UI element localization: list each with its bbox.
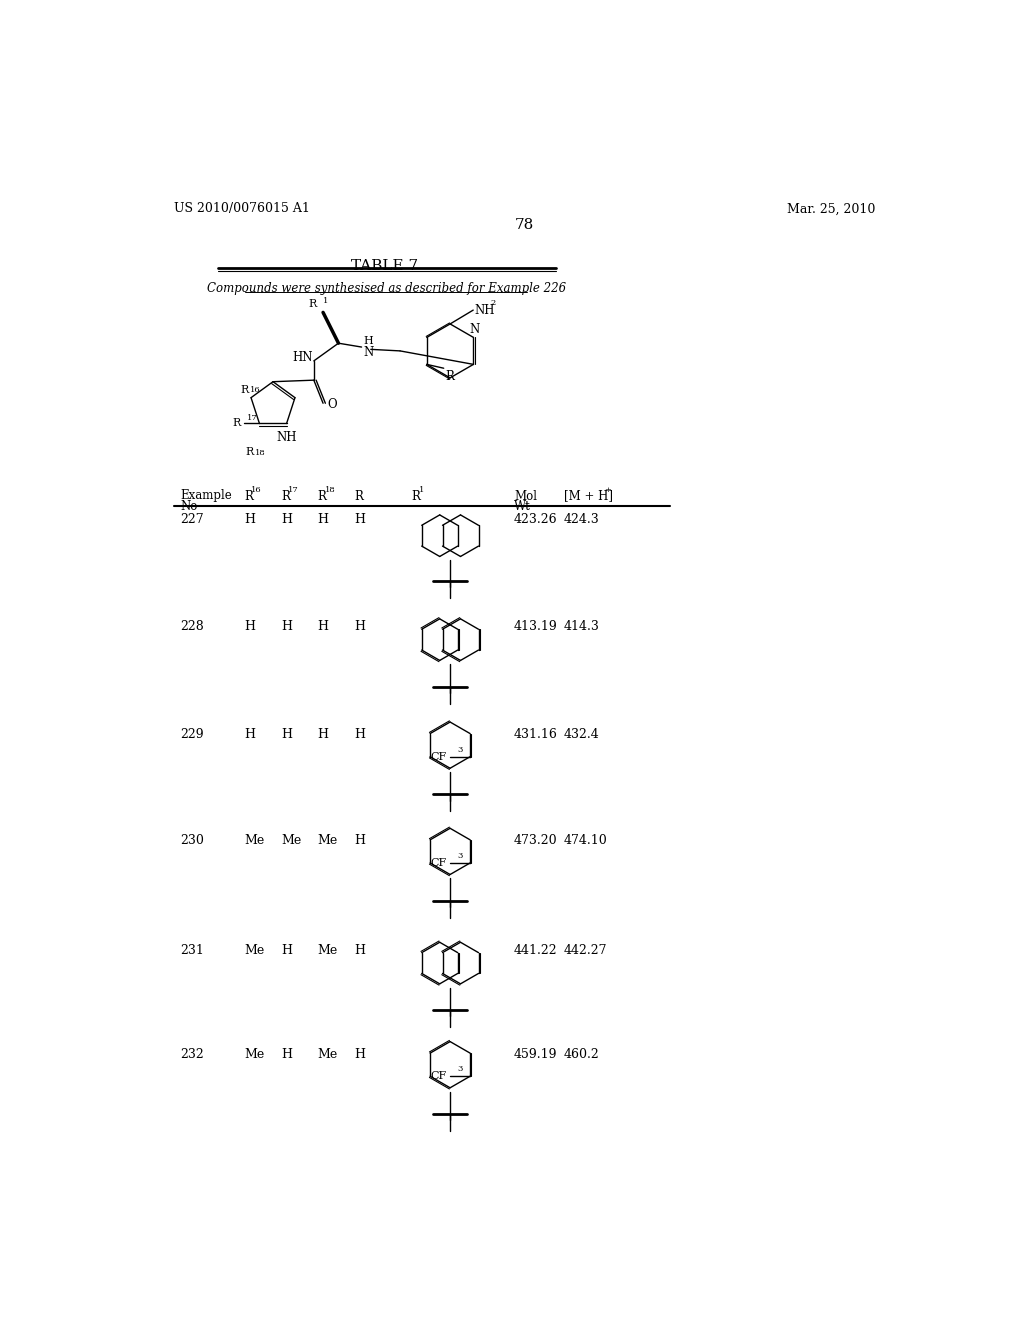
- Text: CF: CF: [431, 858, 447, 869]
- Text: H: H: [282, 620, 293, 634]
- Text: CF: CF: [431, 751, 447, 762]
- Text: 442.27: 442.27: [564, 944, 607, 957]
- Text: H: H: [317, 512, 329, 525]
- Text: No: No: [180, 499, 198, 512]
- Text: Example: Example: [180, 490, 232, 503]
- Text: Mol: Mol: [514, 490, 537, 503]
- Text: O: O: [327, 399, 337, 412]
- Text: R: R: [245, 447, 253, 457]
- Text: H: H: [282, 512, 293, 525]
- Text: 227: 227: [180, 512, 204, 525]
- Text: 3: 3: [458, 746, 463, 754]
- Text: [M + H]: [M + H]: [564, 490, 613, 503]
- Text: H: H: [354, 1048, 366, 1061]
- Text: H: H: [245, 729, 256, 742]
- Text: 424.3: 424.3: [564, 512, 600, 525]
- Text: H: H: [282, 1048, 293, 1061]
- Text: CF: CF: [431, 1072, 447, 1081]
- Text: H: H: [354, 512, 366, 525]
- Text: 1: 1: [419, 486, 424, 494]
- Text: 3: 3: [458, 851, 463, 859]
- Text: NH: NH: [276, 432, 297, 445]
- Text: Me: Me: [245, 834, 265, 847]
- Text: US 2010/0076015 A1: US 2010/0076015 A1: [174, 202, 310, 215]
- Text: R: R: [245, 490, 253, 503]
- Text: 17: 17: [289, 486, 299, 494]
- Text: Wt: Wt: [514, 499, 530, 512]
- Text: Me: Me: [317, 944, 338, 957]
- Text: H: H: [245, 620, 256, 634]
- Text: H: H: [354, 834, 366, 847]
- Text: 3: 3: [458, 1065, 463, 1073]
- Text: R: R: [232, 418, 241, 429]
- Text: 413.19: 413.19: [514, 620, 558, 634]
- Text: R: R: [412, 490, 421, 503]
- Text: 2: 2: [490, 300, 496, 308]
- Text: NH: NH: [475, 304, 496, 317]
- Text: 16: 16: [250, 385, 261, 393]
- Text: 231: 231: [180, 944, 205, 957]
- Text: Me: Me: [317, 1048, 338, 1061]
- Text: HN: HN: [292, 351, 312, 363]
- Text: R: R: [308, 298, 316, 309]
- Text: Mar. 25, 2010: Mar. 25, 2010: [786, 202, 876, 215]
- Text: 229: 229: [180, 729, 204, 742]
- Text: N: N: [364, 346, 374, 359]
- Text: R: R: [282, 490, 291, 503]
- Text: 18: 18: [255, 449, 265, 457]
- Text: H: H: [245, 512, 256, 525]
- Text: 423.26: 423.26: [514, 512, 558, 525]
- Text: 232: 232: [180, 1048, 205, 1061]
- Text: Me: Me: [245, 1048, 265, 1061]
- Text: Me: Me: [317, 834, 338, 847]
- Text: H: H: [282, 944, 293, 957]
- Text: 441.22: 441.22: [514, 944, 558, 957]
- Text: H: H: [354, 620, 366, 634]
- Text: H: H: [364, 337, 374, 346]
- Text: R: R: [445, 370, 454, 383]
- Text: 460.2: 460.2: [564, 1048, 600, 1061]
- Text: 16: 16: [252, 486, 262, 494]
- Text: Me: Me: [282, 834, 302, 847]
- Text: TABLE 7: TABLE 7: [351, 259, 418, 272]
- Text: 459.19: 459.19: [514, 1048, 557, 1061]
- Text: H: H: [317, 729, 329, 742]
- Text: Compounds were synthesised as described for Example 226: Compounds were synthesised as described …: [208, 281, 566, 294]
- Text: R: R: [317, 490, 327, 503]
- Text: H: H: [354, 729, 366, 742]
- Text: H: H: [317, 620, 329, 634]
- Text: 474.10: 474.10: [564, 834, 608, 847]
- Text: 431.16: 431.16: [514, 729, 558, 742]
- Text: 78: 78: [515, 218, 535, 232]
- Text: 414.3: 414.3: [564, 620, 600, 634]
- Text: H: H: [282, 729, 293, 742]
- Text: N: N: [470, 323, 480, 335]
- Text: R: R: [354, 490, 364, 503]
- Text: 432.4: 432.4: [564, 729, 600, 742]
- Text: +: +: [604, 486, 611, 494]
- Text: H: H: [354, 944, 366, 957]
- Text: 1: 1: [323, 297, 329, 305]
- Text: 18: 18: [325, 486, 335, 494]
- Text: 230: 230: [180, 834, 205, 847]
- Text: 473.20: 473.20: [514, 834, 558, 847]
- Text: 17: 17: [247, 414, 258, 422]
- Text: 228: 228: [180, 620, 205, 634]
- Text: Me: Me: [245, 944, 265, 957]
- Text: R: R: [241, 385, 249, 396]
